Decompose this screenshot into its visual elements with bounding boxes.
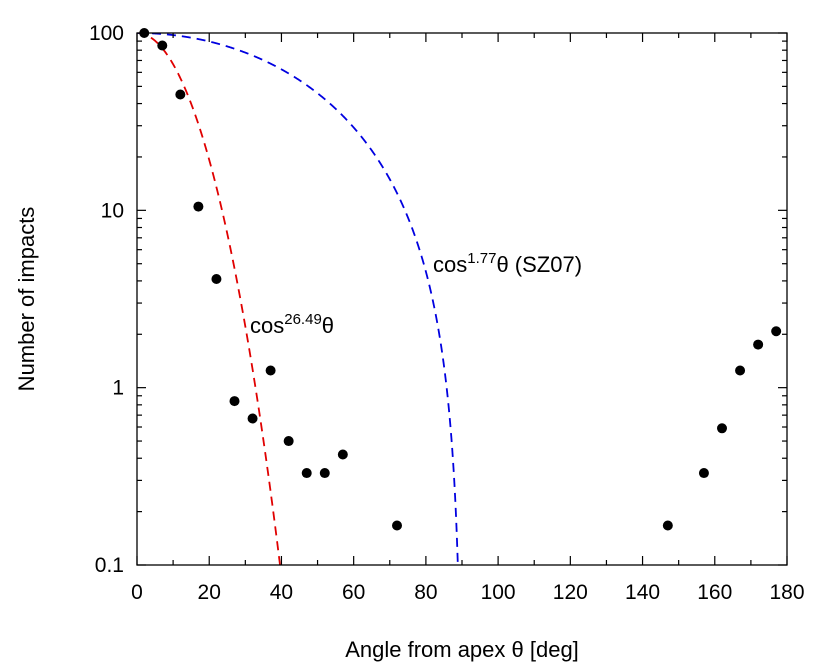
data-point	[337, 449, 348, 460]
data-point	[211, 273, 222, 284]
y-tick-label: 1	[112, 377, 124, 400]
data-point	[265, 365, 276, 376]
data-point	[698, 468, 709, 479]
fit-curves	[137, 33, 459, 565]
data-points	[139, 28, 782, 531]
x-tick-label: 80	[414, 581, 437, 604]
y-tick-label: 100	[89, 22, 124, 45]
x-tick-label: 0	[131, 581, 143, 604]
data-point	[157, 40, 168, 51]
x-tick-label: 100	[481, 581, 516, 604]
x-tick-label: 120	[553, 581, 588, 604]
data-point	[662, 520, 673, 531]
x-tick-label: 180	[769, 581, 804, 604]
x-tick-label: 160	[697, 581, 732, 604]
y-tick-labels: 0.1 1 10 100	[89, 22, 124, 577]
data-point	[319, 468, 330, 479]
annotation-cos-26-49: cos26.49θ	[250, 311, 334, 338]
axis-ticks	[136, 32, 788, 566]
data-point	[753, 339, 764, 350]
annotation-cos-1-77-sz07: cos1.77θ (SZ07)	[433, 250, 582, 277]
data-point	[193, 201, 204, 212]
y-tick-label: 10	[101, 199, 124, 222]
y-axis-title: Number of impacts	[14, 207, 39, 392]
data-point	[301, 468, 312, 479]
data-point	[771, 326, 782, 337]
x-axis-title: Angle from apex θ [deg]	[345, 637, 579, 662]
x-tick-label: 20	[198, 581, 221, 604]
data-point	[247, 413, 258, 424]
x-tick-label: 140	[625, 581, 660, 604]
plot-frame	[136, 32, 788, 566]
data-point	[735, 365, 746, 376]
data-point	[392, 520, 402, 531]
x-tick-labels: 0 20 40 60 80 100 120 140 160 180	[131, 581, 804, 604]
curve-cos-power-0	[137, 33, 281, 565]
data-point	[175, 89, 186, 100]
x-tick-label: 40	[270, 581, 293, 604]
data-point	[229, 396, 240, 407]
y-tick-label: 0.1	[95, 554, 124, 577]
data-point	[283, 436, 294, 447]
curve-cos-power-1	[137, 33, 459, 565]
data-point	[717, 423, 727, 434]
x-tick-label: 60	[342, 581, 365, 604]
